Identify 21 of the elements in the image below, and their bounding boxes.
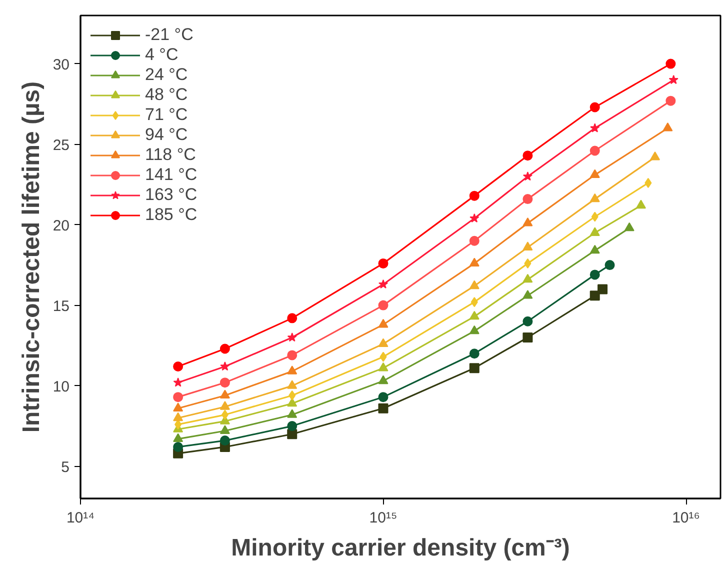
legend-label: 118 °C: [145, 145, 196, 165]
legend-label: 24 °C: [145, 65, 188, 85]
y-tick-label: 25: [52, 136, 70, 154]
x-tick-label: 10¹⁵: [369, 510, 398, 526]
legend-label: 94 °C: [145, 125, 188, 145]
y-axis-title: Intrinsic-corrected lifetime (µs): [18, 81, 45, 433]
y-tick-label: 30: [52, 56, 70, 74]
y-tick-label: 5: [61, 458, 70, 476]
legend-label: -21 °C: [145, 25, 194, 45]
legend-label: 48 °C: [145, 85, 188, 105]
legend-label: 4 °C: [145, 45, 178, 65]
x-tick-label: 10¹⁶: [672, 510, 700, 526]
x-axis-title: Minority carrier density (cm⁻³): [231, 534, 570, 562]
y-tick-label: 20: [52, 217, 70, 234]
legend-label: 71 °C: [145, 105, 188, 125]
legend-label: 141 °C: [145, 165, 198, 185]
legend-label: 163 °C: [145, 185, 198, 205]
legend-label: 185 °C: [145, 205, 198, 225]
x-tick-label: 10¹⁴: [66, 510, 95, 526]
y-tick-label: 10: [52, 378, 70, 396]
y-tick-label: 15: [52, 298, 70, 315]
